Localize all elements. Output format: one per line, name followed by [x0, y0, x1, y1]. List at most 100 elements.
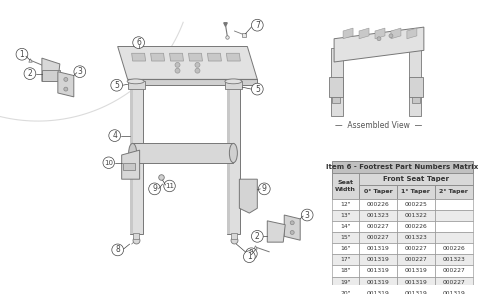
Bar — [359, 265, 397, 277]
Polygon shape — [132, 53, 145, 61]
Bar — [435, 232, 472, 243]
Polygon shape — [58, 72, 74, 97]
Text: 12": 12" — [340, 202, 351, 207]
Text: 000227: 000227 — [442, 280, 465, 285]
Bar — [359, 232, 397, 243]
Text: 000227: 000227 — [442, 268, 465, 273]
Bar — [332, 161, 472, 173]
Bar — [435, 198, 472, 210]
Bar — [226, 81, 242, 89]
Circle shape — [64, 87, 68, 91]
Text: 000225: 000225 — [404, 202, 427, 207]
Polygon shape — [122, 150, 140, 179]
Text: 000226: 000226 — [442, 246, 465, 251]
Bar — [435, 185, 472, 198]
Polygon shape — [334, 27, 424, 62]
Polygon shape — [226, 53, 240, 61]
Text: 3: 3 — [78, 67, 82, 76]
Text: 1: 1 — [247, 252, 252, 261]
Bar — [332, 288, 359, 294]
Text: 7: 7 — [255, 21, 260, 30]
Polygon shape — [150, 53, 164, 61]
Bar — [359, 243, 397, 254]
Bar — [397, 265, 435, 277]
Text: 17": 17" — [340, 257, 351, 262]
Bar — [397, 254, 435, 265]
Polygon shape — [391, 28, 401, 39]
Circle shape — [175, 62, 180, 67]
Text: 001323: 001323 — [366, 213, 390, 218]
Ellipse shape — [128, 143, 136, 163]
Bar — [409, 49, 421, 116]
Text: 1: 1 — [20, 50, 24, 59]
Bar — [435, 210, 472, 221]
Text: 8: 8 — [249, 249, 254, 258]
Text: Item 6 - Footrest Part Numbers Matrix: Item 6 - Footrest Part Numbers Matrix — [326, 164, 478, 170]
Text: 000227: 000227 — [366, 224, 390, 229]
Text: 001319: 001319 — [366, 291, 390, 294]
Circle shape — [195, 68, 200, 73]
Circle shape — [389, 34, 393, 38]
Text: —  Assembled View  —: — Assembled View — — [336, 121, 422, 131]
Bar — [397, 243, 435, 254]
Text: 10: 10 — [104, 160, 113, 166]
Text: 16": 16" — [340, 246, 351, 251]
Text: 9: 9 — [262, 184, 266, 193]
Text: 000227: 000227 — [404, 257, 427, 262]
Bar — [332, 221, 359, 232]
Text: 000227: 000227 — [404, 246, 427, 251]
Text: 18": 18" — [340, 268, 351, 273]
Polygon shape — [375, 28, 385, 39]
Bar — [397, 288, 435, 294]
Text: 9: 9 — [152, 184, 157, 193]
Polygon shape — [359, 28, 369, 39]
Bar — [130, 85, 142, 234]
Bar — [332, 277, 359, 288]
Text: 001319: 001319 — [404, 268, 427, 273]
Text: 001319: 001319 — [366, 280, 390, 285]
Bar — [397, 198, 435, 210]
Bar — [397, 210, 435, 221]
Bar — [435, 277, 472, 288]
Bar — [397, 185, 435, 198]
Bar — [359, 185, 397, 198]
Bar — [228, 85, 230, 234]
Bar — [359, 198, 397, 210]
Bar — [332, 254, 359, 265]
Text: 001319: 001319 — [366, 268, 390, 273]
Text: 6: 6 — [136, 38, 141, 47]
Polygon shape — [42, 58, 60, 81]
Text: 15": 15" — [340, 235, 351, 240]
Bar — [397, 232, 435, 243]
Bar — [332, 243, 359, 254]
Polygon shape — [343, 28, 353, 39]
Bar — [332, 173, 472, 185]
Bar — [435, 254, 472, 265]
Text: 001319: 001319 — [404, 280, 427, 285]
Text: 5: 5 — [114, 81, 119, 90]
Text: 001323: 001323 — [404, 235, 427, 240]
Bar — [435, 221, 472, 232]
Bar — [397, 221, 435, 232]
Bar — [359, 210, 397, 221]
Text: 001323: 001323 — [442, 257, 465, 262]
Bar — [122, 163, 134, 171]
Ellipse shape — [230, 143, 237, 163]
Bar — [359, 277, 397, 288]
Text: 19": 19" — [340, 280, 351, 285]
Text: 13": 13" — [340, 213, 351, 218]
Text: 001322: 001322 — [404, 213, 427, 218]
Text: 0° Taper: 0° Taper — [364, 189, 392, 194]
Text: 3: 3 — [304, 211, 310, 220]
Bar — [132, 143, 234, 163]
Polygon shape — [407, 28, 417, 39]
Bar — [332, 97, 340, 103]
Text: 5: 5 — [255, 85, 260, 93]
Bar — [359, 254, 397, 265]
Polygon shape — [188, 53, 202, 61]
Text: 8: 8 — [116, 245, 120, 254]
Text: Seat
Width: Seat Width — [335, 180, 356, 192]
Polygon shape — [208, 53, 222, 61]
Polygon shape — [409, 78, 423, 97]
Ellipse shape — [225, 79, 242, 84]
